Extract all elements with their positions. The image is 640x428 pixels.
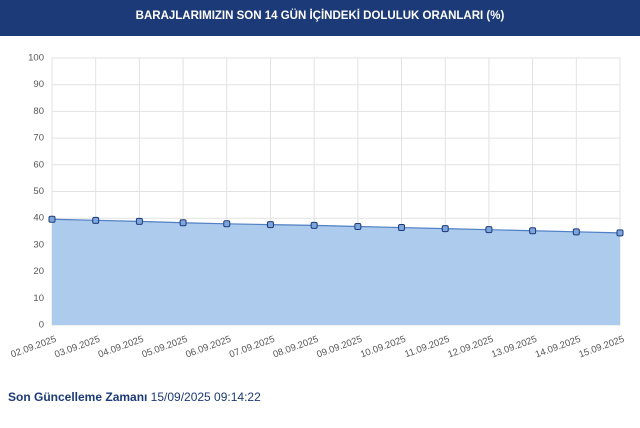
y-tick-label: 100 [28, 53, 44, 64]
marker [616, 229, 624, 237]
x-tick-label: 12.09.2025 [446, 334, 494, 361]
x-tick-label: 10.09.2025 [359, 334, 407, 361]
footer-value: : 15/09/2025 09:14:22 [144, 390, 261, 404]
marker [48, 215, 56, 223]
marker [310, 221, 318, 229]
marker [266, 221, 274, 229]
x-tick-label: 03.09.2025 [53, 334, 101, 361]
header-band [0, 0, 640, 36]
x-tick-label: 15.09.2025 [577, 334, 625, 361]
y-tick-label: 10 [33, 293, 44, 304]
marker [354, 222, 362, 230]
line [51, 218, 621, 234]
y-tick-label: 30 [33, 239, 44, 250]
x-tick-label: 09.09.2025 [315, 334, 363, 361]
y-tick-label: 60 [33, 159, 44, 170]
y-tick-label: 40 [33, 213, 44, 224]
x-tick-label: 13.09.2025 [490, 334, 538, 361]
footer-label: Son Güncelleme Zamanı [8, 390, 147, 404]
y-tick-label: 80 [33, 106, 44, 117]
plot: 0 10 20 30 40 50 60 70 80 90 100 02.09.202503.09.20… [9, 53, 625, 361]
marker [485, 226, 493, 234]
marker [441, 225, 449, 233]
x-tick-label: 08.09.2025 [272, 334, 320, 361]
x-tick-label: 11.09.2025 [403, 334, 451, 360]
marker [398, 224, 406, 232]
marker [92, 216, 100, 224]
area [52, 219, 620, 325]
marker [223, 220, 231, 228]
marker [572, 228, 580, 236]
y-tick-label: 70 [33, 133, 44, 144]
x-tick-label: 05.09.2025 [141, 334, 189, 361]
y-tick-label: 20 [33, 266, 44, 277]
y-tick-label: 0 [39, 320, 44, 331]
x-tick-label: 04.09.2025 [97, 334, 145, 361]
chart-title: BARAJLARIMIZIN SON 14 GÜN İÇİNDEKİ DOLUL… [136, 9, 505, 22]
marker [529, 227, 537, 235]
marker [135, 217, 143, 225]
y-tick-label: 90 [33, 79, 44, 90]
x-tick-label: 02.09.2025 [9, 334, 57, 361]
x-tick-label: 14.09.2025 [534, 334, 582, 361]
x-tick-label: 07.09.2025 [228, 334, 276, 361]
x-tick-label: 06.09.2025 [184, 334, 232, 361]
marker [179, 219, 187, 227]
y-tick-label: 50 [33, 186, 44, 197]
